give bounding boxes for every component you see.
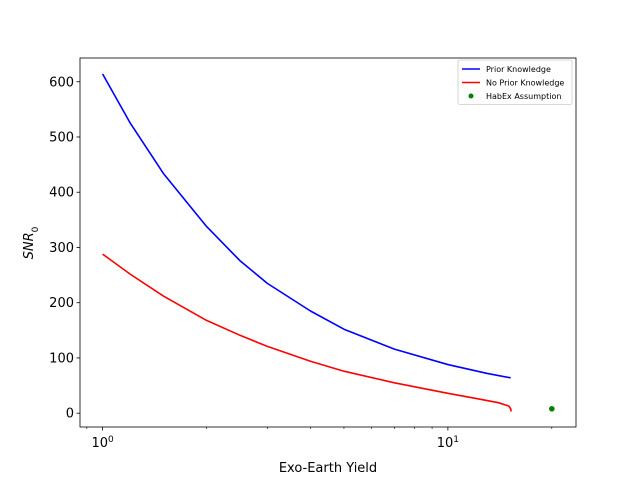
series-line-prior-knowledge [101,73,511,379]
y-tick-label: 200 [49,296,74,311]
y-tick-label: 100 [49,351,74,366]
legend-frame [457,59,573,105]
y-tick-label: 300 [49,241,74,256]
legend-label-habex-assumption: HabEx Assumption [486,92,561,101]
axes-frame [79,57,577,428]
y-tick-label: 400 [49,186,74,201]
y-tick-label: 600 [49,75,74,90]
series-line-no-prior-knowledge [102,253,512,412]
x-tick-label: 100 [91,435,114,451]
x-tick-label: 101 [437,435,459,451]
y-tick-label: 0 [66,407,74,422]
y-axis-label-main: SNR [22,232,37,259]
x-tick-label-base: 10 [437,436,454,451]
series-layer [101,73,555,412]
y-axis-label-sub: 0 [31,226,41,232]
legend-label-no-prior-knowledge: No Prior Knowledge [486,79,564,88]
x-axis-label: Exo-Earth Yield [279,461,377,476]
x-tick-label-exp: 0 [108,435,114,445]
legend-label-prior-knowledge: Prior Knowledge [486,65,551,74]
x-tick-label-exp: 1 [453,435,459,445]
scatter-point-habex-assumption [549,405,555,412]
y-axis-label: SNR0 [22,226,41,259]
legend-swatch-habex-assumption [468,93,474,99]
x-tick-label-base: 10 [91,436,108,451]
y-tick-label: 500 [49,130,74,145]
legend: Prior Knowledge No Prior Knowledge HabEx A… [457,59,573,105]
